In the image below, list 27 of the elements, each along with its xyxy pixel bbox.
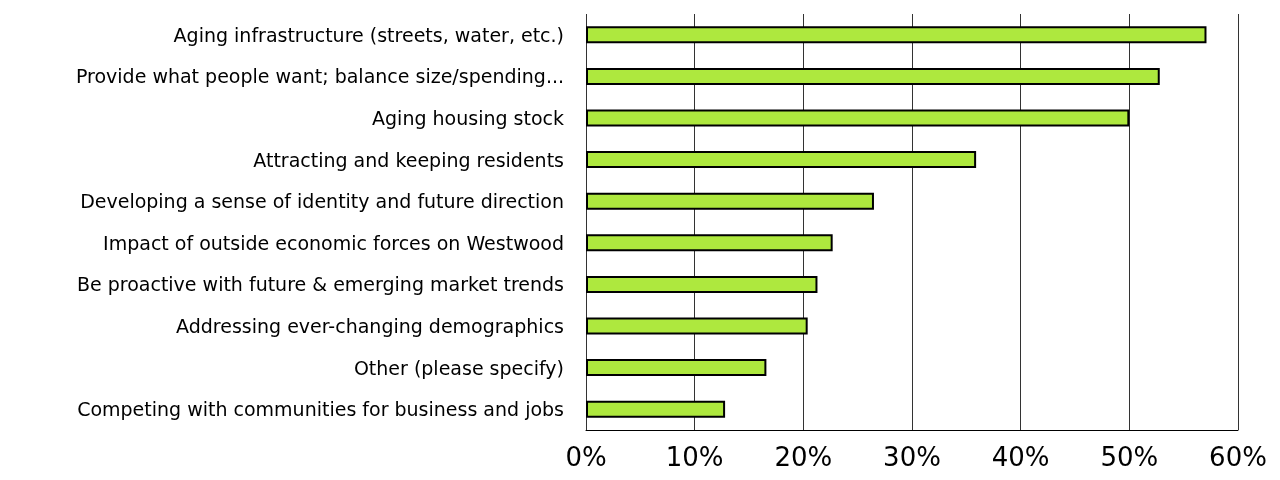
x-tick-label: 50%	[1100, 442, 1159, 472]
bar	[586, 67, 1160, 85]
bar	[586, 359, 767, 377]
bar	[586, 317, 808, 335]
bar	[586, 275, 818, 293]
bar	[586, 192, 874, 210]
y-tick-label: Provide what people want; balance size/spending...	[75, 65, 564, 88]
y-tick-label: Be proactive with future & emerging market trends	[76, 273, 564, 296]
bar	[586, 234, 833, 252]
bar	[586, 109, 1130, 127]
bar	[586, 26, 1207, 44]
bar	[586, 151, 977, 169]
y-tick-label: Competing with communities for business and jobs	[77, 398, 564, 421]
x-tick-label: 40%	[991, 442, 1050, 472]
y-tick-label: Developing a sense of identity and future direction	[80, 190, 564, 213]
y-tick-label: Attracting and keeping residents	[253, 148, 564, 171]
y-tick-label: Impact of outside economic forces on Westwood	[103, 231, 564, 254]
bar	[586, 400, 726, 418]
x-tick-label: 60%	[1209, 442, 1267, 472]
x-tick-label: 0%	[565, 442, 607, 472]
y-tick-label: Other (please specify)	[353, 356, 564, 379]
y-tick-label: Aging infrastructure (streets, water, etc.)	[173, 23, 564, 46]
x-tick-label: 20%	[774, 442, 833, 472]
x-tick-label: 30%	[883, 442, 941, 472]
x-tick-label: 10%	[665, 442, 724, 472]
y-tick-label: Aging housing stock	[372, 107, 564, 129]
y-tick-label: Addressing ever-changing demographics	[176, 315, 564, 337]
